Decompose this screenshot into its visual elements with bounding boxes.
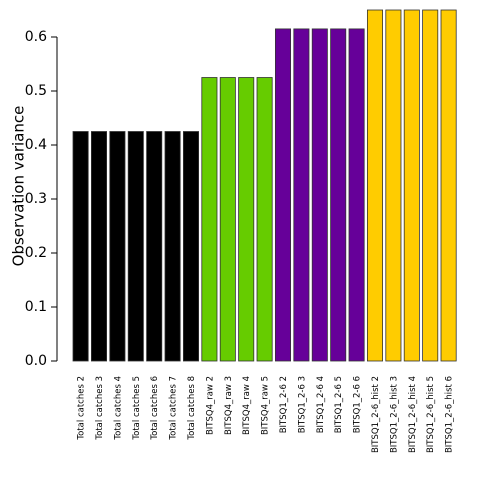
bar (146, 131, 163, 362)
x-category-label: BITSQ4_raw 2 (205, 376, 215, 435)
bar (403, 9, 420, 362)
y-tick-label: 0.0 (25, 353, 47, 369)
bar (348, 28, 365, 362)
bar (109, 131, 126, 362)
bar (219, 77, 236, 362)
x-category-label: BITSQ1_2-6 3 (297, 376, 307, 433)
x-category-label: BITSQ1_2-6_hist 2 (371, 376, 381, 453)
bar (238, 77, 255, 362)
bar (440, 9, 457, 362)
bar (293, 28, 310, 362)
x-category-label: Total catches 6 (150, 376, 160, 441)
y-tick-label: 0.2 (25, 245, 47, 261)
x-category-label: BITSQ4_raw 3 (224, 376, 234, 435)
x-category-label: Total catches 3 (95, 376, 105, 441)
x-category-label: Total catches 2 (77, 376, 87, 441)
bar (274, 28, 291, 362)
x-category-label: BITSQ1_2-6_hist 4 (408, 376, 418, 453)
x-category-label: BITSQ1_2-6 6 (353, 376, 363, 433)
x-category-label: BITSQ1_2-6_hist 3 (389, 376, 399, 453)
bar (164, 131, 181, 362)
x-category-label: BITSQ1_2-6_hist 6 (445, 376, 455, 453)
bar (72, 131, 89, 362)
y-tick-label: 0.5 (25, 83, 47, 99)
x-category-label: BITSQ4_raw 5 (261, 376, 271, 435)
bar (201, 77, 218, 362)
bar (256, 77, 273, 362)
y-tick-label: 0.4 (25, 137, 47, 153)
bar (127, 131, 144, 362)
y-tick-label: 0.1 (25, 299, 47, 315)
y-tick-label: 0.3 (25, 191, 47, 207)
x-category-label: BITSQ1_2-6 4 (316, 376, 326, 433)
bar (366, 9, 383, 362)
x-axis-labels: Total catches 2 Total catches 3 Total catc… (77, 376, 455, 453)
bar (91, 131, 108, 362)
x-category-label: BITSQ1_2-6_hist 5 (426, 376, 436, 453)
bar (422, 9, 439, 362)
y-axis-title: Observation variance (10, 106, 28, 267)
x-category-label: BITSQ4_raw 4 (242, 376, 252, 435)
x-category-label: Total catches 7 (169, 376, 179, 441)
y-axis: 0.0 0.1 0.2 0.3 0.4 0.5 0.6 (25, 29, 58, 369)
x-category-label: Total catches 5 (132, 376, 142, 441)
bar (311, 28, 328, 362)
x-category-label: Total catches 4 (113, 376, 123, 441)
bar (330, 28, 347, 362)
bar (385, 9, 402, 362)
x-category-label: Total catches 8 (187, 376, 197, 441)
x-category-label: BITSQ1_2-6 2 (279, 376, 289, 433)
y-tick-label: 0.6 (25, 29, 47, 45)
bar (182, 131, 199, 362)
bars (72, 9, 457, 362)
x-category-label: BITSQ1_2-6 5 (334, 376, 344, 433)
